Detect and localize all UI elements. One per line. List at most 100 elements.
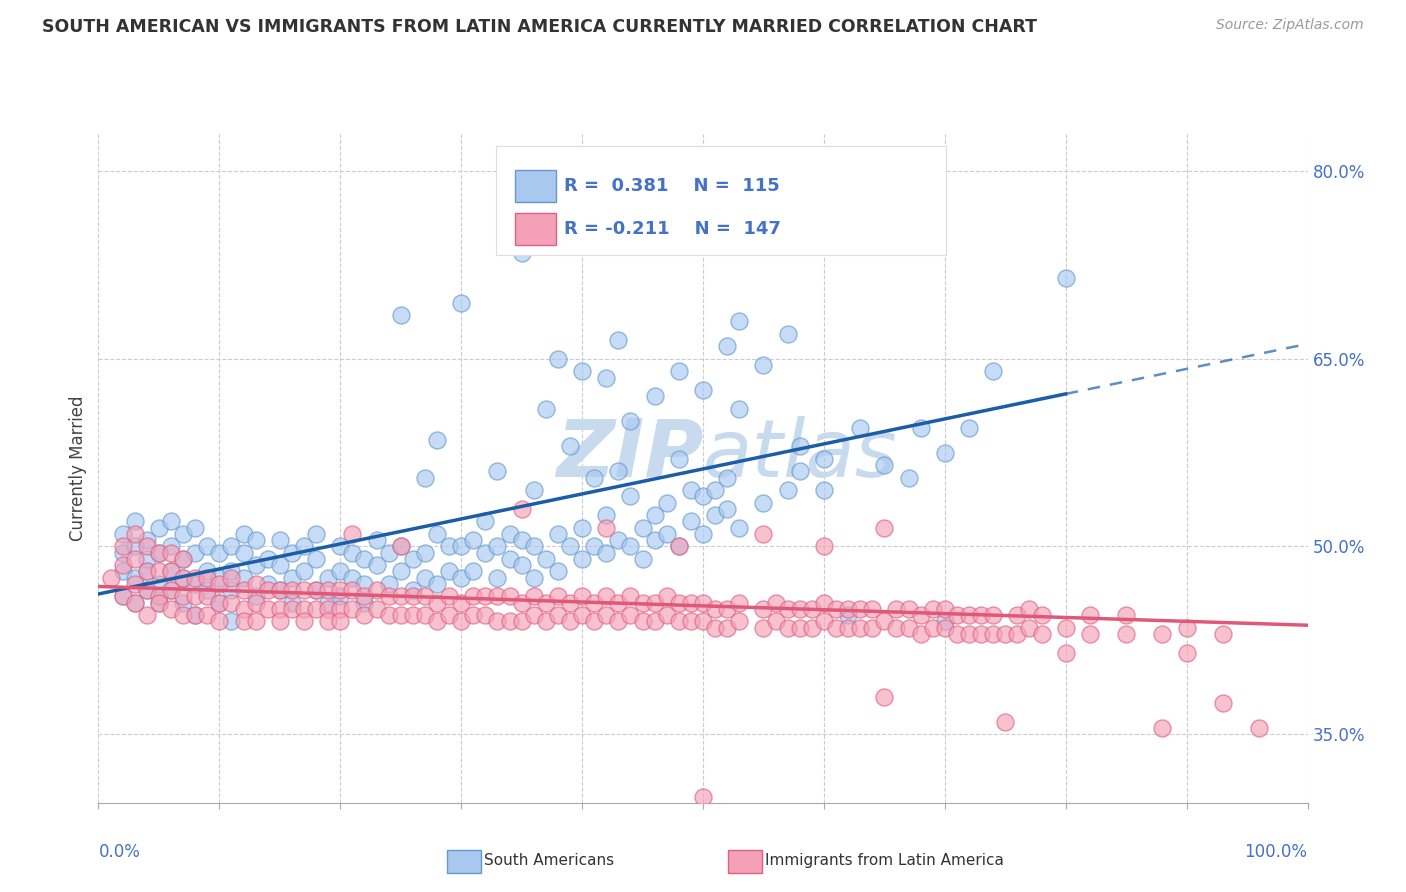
Point xyxy=(631,615,654,629)
Point xyxy=(860,602,883,616)
Point xyxy=(583,615,606,629)
Point xyxy=(269,583,291,598)
Point xyxy=(825,602,848,616)
Point xyxy=(523,590,546,604)
Point xyxy=(752,358,775,372)
Point xyxy=(800,602,823,616)
Point xyxy=(728,596,751,610)
Point xyxy=(679,515,702,529)
Point xyxy=(668,451,690,466)
Point xyxy=(353,596,375,610)
Point xyxy=(111,590,134,604)
Point xyxy=(523,571,546,585)
Point xyxy=(208,577,231,591)
Point xyxy=(160,602,183,616)
Point xyxy=(195,583,218,598)
Point xyxy=(631,552,654,566)
Point xyxy=(160,583,183,598)
Text: Source: ZipAtlas.com: Source: ZipAtlas.com xyxy=(1216,18,1364,32)
Point xyxy=(1175,621,1198,635)
Point xyxy=(135,533,157,548)
Point xyxy=(353,590,375,604)
Point xyxy=(776,814,799,829)
Point xyxy=(1054,270,1077,285)
Point xyxy=(534,596,557,610)
Point xyxy=(450,615,472,629)
Point xyxy=(849,602,872,616)
Point xyxy=(377,577,399,591)
Text: Immigrants from Latin America: Immigrants from Latin America xyxy=(765,854,1004,868)
Point xyxy=(172,571,194,585)
Point xyxy=(426,577,449,591)
Point xyxy=(619,540,641,554)
Point xyxy=(789,621,811,635)
Point xyxy=(837,621,859,635)
Point xyxy=(160,565,183,579)
Point xyxy=(571,590,593,604)
Point xyxy=(316,571,339,585)
Point xyxy=(316,602,339,616)
Point xyxy=(148,590,170,604)
Point xyxy=(595,590,617,604)
Point xyxy=(184,546,207,560)
Point xyxy=(776,621,799,635)
Point xyxy=(221,596,243,610)
Point xyxy=(281,571,304,585)
Point xyxy=(704,621,727,635)
Point xyxy=(716,471,738,485)
Point xyxy=(655,590,678,604)
Point xyxy=(897,602,920,616)
Point xyxy=(389,608,412,623)
Point xyxy=(305,583,328,598)
Point xyxy=(946,608,969,623)
Point xyxy=(789,439,811,453)
Point xyxy=(305,583,328,598)
Point xyxy=(595,370,617,384)
Point xyxy=(463,533,485,548)
Point xyxy=(800,621,823,635)
Point xyxy=(558,596,581,610)
Text: 100.0%: 100.0% xyxy=(1244,843,1308,861)
Point xyxy=(474,546,496,560)
Point xyxy=(329,565,352,579)
Point xyxy=(692,789,714,804)
Point xyxy=(426,527,449,541)
Point xyxy=(1078,627,1101,641)
Point xyxy=(523,608,546,623)
Point xyxy=(619,414,641,428)
Point xyxy=(100,571,122,585)
Point xyxy=(292,602,315,616)
Point xyxy=(486,540,509,554)
Point xyxy=(716,602,738,616)
Point xyxy=(450,596,472,610)
Point xyxy=(1249,721,1271,735)
Point xyxy=(148,596,170,610)
Point xyxy=(463,608,485,623)
Point xyxy=(269,583,291,598)
Point xyxy=(221,583,243,598)
Point xyxy=(752,527,775,541)
Point xyxy=(232,615,254,629)
Point xyxy=(269,602,291,616)
Point xyxy=(135,540,157,554)
Point xyxy=(547,608,569,623)
Point xyxy=(111,558,134,573)
Point xyxy=(172,571,194,585)
Point xyxy=(595,546,617,560)
Point xyxy=(644,615,666,629)
Point xyxy=(547,527,569,541)
Point xyxy=(389,308,412,322)
Point xyxy=(704,508,727,523)
Point xyxy=(389,540,412,554)
Point xyxy=(245,558,267,573)
Point xyxy=(413,571,436,585)
Point xyxy=(402,552,425,566)
Point xyxy=(910,608,932,623)
Point xyxy=(873,521,896,535)
Point xyxy=(873,615,896,629)
Point xyxy=(426,596,449,610)
Point xyxy=(547,590,569,604)
Point xyxy=(305,527,328,541)
Point xyxy=(897,471,920,485)
Point xyxy=(716,339,738,353)
